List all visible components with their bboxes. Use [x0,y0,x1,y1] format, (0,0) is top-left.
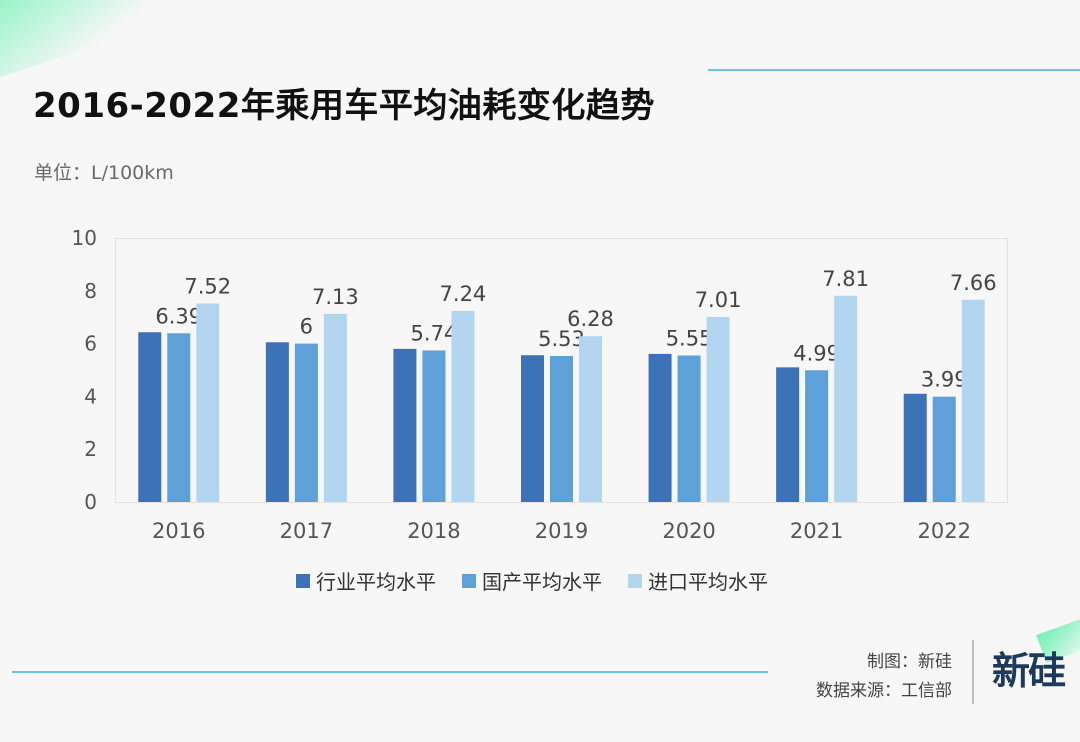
credit-block: 制图：新硅 数据来源：工信部 [816,648,952,706]
data-label: 6.28 [567,307,614,331]
legend-label-domestic: 国产平均水平 [482,570,602,594]
made-by-text: 制图：新硅 [867,652,952,672]
data-label: 4.99 [793,341,840,365]
data-label: 7.52 [184,274,231,298]
x-tick-label: 2018 [407,519,460,543]
data-label: 7.01 [695,288,742,312]
bar [805,370,829,502]
bar [521,355,544,502]
data-label: 6.39 [155,304,202,328]
bar [776,367,800,502]
data-label: 3.99 [921,368,968,392]
bar [422,350,446,502]
data-label: 7.24 [440,282,487,306]
bar [961,299,985,502]
bar [903,393,927,502]
bar [138,332,162,502]
legend-item-import: 进口平均水平 [628,566,768,595]
legend-swatch-import [628,573,642,588]
y-tick-label: 4 [84,384,97,408]
data-label: 5.53 [538,327,585,351]
x-tick-label: 2020 [662,519,715,543]
data-label: 5.74 [411,321,458,345]
bar [706,316,730,502]
legend-swatch-industry [296,573,310,588]
x-tick-label: 2019 [535,519,588,543]
credit-divider [972,640,974,704]
x-tick-label: 2017 [280,519,333,543]
y-tick-label: 8 [84,279,97,303]
chart-title: 2016-2022年乘用车平均油耗变化趋势 [33,86,655,126]
bar [677,355,701,502]
legend-label-industry: 行业平均水平 [316,570,436,594]
y-tick-label: 0 [84,490,97,514]
legend: 行业平均水平 国产平均水平 进口平均水平 [296,566,768,595]
legend-item-domestic: 国产平均水平 [462,566,602,595]
bar [451,310,475,502]
y-tick-label: 6 [84,332,97,356]
bar [550,356,573,502]
legend-label-import: 进口平均水平 [648,570,768,594]
data-label: 7.66 [950,271,997,295]
bar [196,303,220,502]
unit-label: 单位：L/100km [34,162,174,184]
legend-item-industry: 行业平均水平 [296,566,436,595]
bottom-accent-line [12,671,768,673]
bar [265,342,289,502]
bar [932,396,956,502]
bar-chart: 0 2 4 6 8 10 6.39 7.52 2016 6 7.13 2017 5.74 7.24 2018… [72,226,997,543]
x-tick-label: 2022 [917,519,970,543]
data-label: 7.13 [312,285,359,309]
x-tick-label: 2016 [152,519,205,543]
bar [393,348,417,502]
y-tick-label: 10 [72,226,97,250]
y-tick-label: 2 [84,437,97,461]
x-tick-label: 2021 [790,519,843,543]
bar [323,313,347,502]
bar [834,295,858,502]
bar [648,353,672,502]
data-label: 6 [300,315,313,339]
data-label: 5.55 [666,326,713,350]
plot-area [115,238,1008,503]
source-text: 数据来源：工信部 [816,681,952,701]
brand-logo: 新硅 [992,649,1066,693]
data-label: 7.81 [822,267,869,291]
bar [579,336,602,502]
top-accent-line [708,69,1080,71]
bar [294,343,318,502]
legend-swatch-domestic [462,573,476,588]
bar [167,333,191,502]
